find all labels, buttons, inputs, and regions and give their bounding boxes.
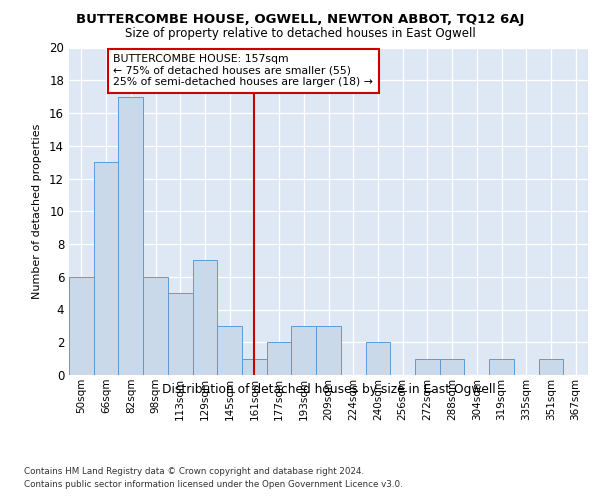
- Text: Distribution of detached houses by size in East Ogwell: Distribution of detached houses by size …: [162, 382, 496, 396]
- Text: Contains HM Land Registry data © Crown copyright and database right 2024.: Contains HM Land Registry data © Crown c…: [24, 468, 364, 476]
- Bar: [539, 358, 563, 375]
- Bar: [118, 96, 143, 375]
- Bar: [242, 358, 267, 375]
- Bar: [365, 342, 390, 375]
- Bar: [193, 260, 217, 375]
- Bar: [440, 358, 464, 375]
- Bar: [316, 326, 341, 375]
- Text: BUTTERCOMBE HOUSE: 157sqm
← 75% of detached houses are smaller (55)
25% of semi-: BUTTERCOMBE HOUSE: 157sqm ← 75% of detac…: [113, 54, 373, 87]
- Bar: [69, 277, 94, 375]
- Bar: [168, 293, 193, 375]
- Text: BUTTERCOMBE HOUSE, OGWELL, NEWTON ABBOT, TQ12 6AJ: BUTTERCOMBE HOUSE, OGWELL, NEWTON ABBOT,…: [76, 12, 524, 26]
- Y-axis label: Number of detached properties: Number of detached properties: [32, 124, 42, 299]
- Bar: [292, 326, 316, 375]
- Bar: [267, 342, 292, 375]
- Text: Contains public sector information licensed under the Open Government Licence v3: Contains public sector information licen…: [24, 480, 403, 489]
- Bar: [489, 358, 514, 375]
- Bar: [143, 277, 168, 375]
- Bar: [217, 326, 242, 375]
- Text: Size of property relative to detached houses in East Ogwell: Size of property relative to detached ho…: [125, 28, 475, 40]
- Bar: [415, 358, 440, 375]
- Bar: [94, 162, 118, 375]
